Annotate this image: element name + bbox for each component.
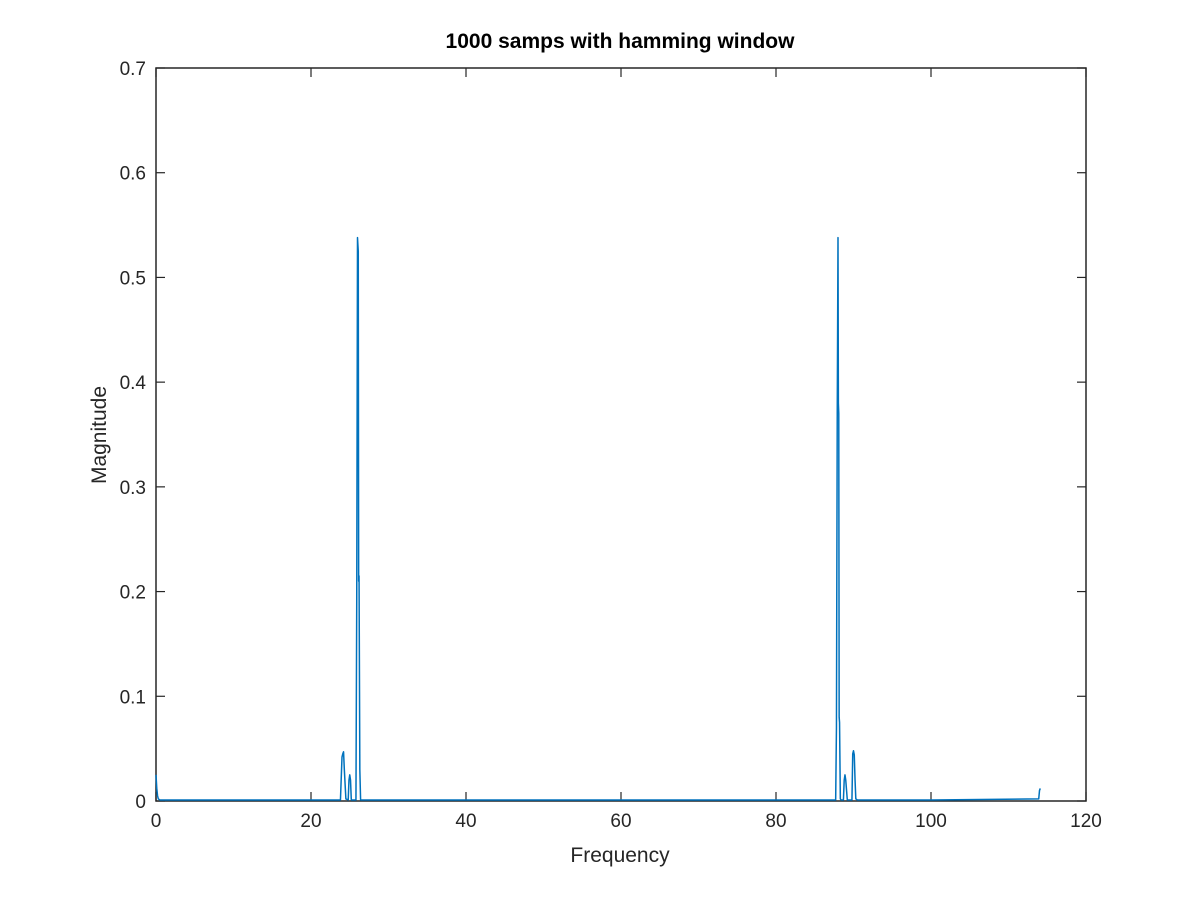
y-tick-label: 0.2 (120, 583, 146, 604)
y-tick-label: 0.5 (120, 268, 146, 289)
x-tick-label: 100 (915, 811, 947, 832)
x-tick-label: 40 (455, 811, 476, 832)
y-tick-label: 0.3 (120, 478, 146, 499)
x-tick-label: 0 (151, 811, 162, 832)
y-tick-label: 0.7 (120, 59, 146, 80)
plot-area (155, 67, 1087, 802)
y-tick-label: 0.6 (120, 164, 146, 185)
x-tick-label: 20 (300, 811, 321, 832)
x-tick-label: 60 (610, 811, 631, 832)
x-axis-label: Frequency (570, 844, 670, 867)
x-tick-label: 120 (1070, 811, 1102, 832)
y-tick-label: 0.1 (120, 687, 146, 708)
series-line (155, 236, 1041, 801)
y-axis: 0 0.1 0.2 0.3 0.4 0.5 0.6 0.7 (120, 59, 1086, 813)
chart-title: 1000 samps with hamming window (446, 30, 796, 53)
y-tick-label: 0 (135, 792, 146, 813)
x-tick-label: 80 (765, 811, 786, 832)
y-tick-label: 0.4 (120, 373, 147, 394)
y-axis-label: Magnitude (88, 386, 111, 484)
x-axis: 0 20 40 60 80 100 120 (151, 68, 1102, 832)
